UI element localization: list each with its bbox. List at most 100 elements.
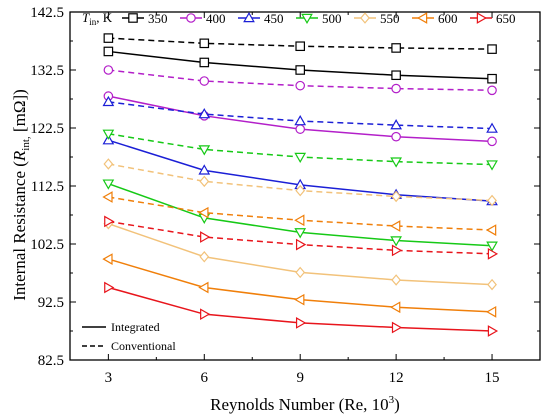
- style-legend-label: Integrated: [111, 320, 160, 334]
- y-tick-label: 122.5: [30, 121, 64, 137]
- series-600-conventional-point: [486, 224, 497, 236]
- y-axis-title-pre: Internal Resistance (: [10, 161, 29, 301]
- series-400-conventional-point: [199, 76, 210, 86]
- series-650-conventional-point: [200, 231, 211, 243]
- series-450-conventional-point: [486, 122, 498, 133]
- series-400-conventional-point: [295, 80, 306, 91]
- series-600-conventional-point: [390, 220, 401, 232]
- legend-item-600: 600: [412, 11, 458, 26]
- style-legend-item-0: Integrated: [82, 320, 160, 334]
- series-550-conventional-point: [295, 184, 306, 197]
- series-550-integrated-point: [295, 266, 306, 279]
- series-400-conventional-point: [391, 83, 401, 94]
- series-650-integrated-point: [104, 281, 115, 294]
- series-650: [104, 215, 499, 337]
- legend-marker: [301, 13, 313, 25]
- legend-label: 600: [438, 11, 458, 26]
- legend-label: 450: [264, 11, 284, 26]
- series-500-conventional-point: [294, 152, 307, 164]
- y-axis-title-sub: int,: [20, 136, 32, 151]
- legend-item-650: 650: [470, 11, 516, 26]
- legend-item-550: 550: [354, 11, 400, 26]
- series-550-integrated-point: [391, 274, 402, 286]
- legend-title-tail: , K: [96, 10, 113, 25]
- x-tick-label: 15: [485, 370, 500, 386]
- series-600-integrated-point: [102, 253, 113, 265]
- y-axis-title-r: R: [10, 150, 29, 162]
- series-550-conventional-point: [103, 158, 114, 170]
- series-500-integrated-point: [390, 236, 402, 247]
- series-350-conventional-point: [391, 43, 401, 53]
- legend-marker: [360, 12, 370, 24]
- series-450-conventional-point: [198, 108, 211, 119]
- style-legend-label: Conventional: [111, 339, 176, 353]
- series-650-conventional-point: [487, 247, 499, 260]
- x-axis-title: Reynolds Number (Re, 103): [210, 394, 400, 414]
- x-axis-title-sup: 3: [389, 394, 395, 406]
- series-550-conventional-point: [391, 190, 402, 203]
- series-350: [103, 33, 497, 84]
- legend-marker: [128, 13, 138, 23]
- style-legend-item-1: Conventional: [82, 339, 176, 353]
- series-500-integrated-point: [486, 241, 498, 252]
- series-650-integrated-point: [200, 308, 211, 321]
- series-650-conventional-point: [295, 238, 307, 251]
- legend-label: 500: [322, 11, 342, 26]
- series-550: [103, 158, 497, 291]
- series-400-integrated-point: [391, 131, 401, 142]
- x-tick-label: 6: [201, 370, 209, 386]
- series-500-conventional-point: [198, 145, 211, 156]
- series-600-integrated-point: [486, 305, 497, 318]
- series-600-conventional-point: [294, 214, 305, 227]
- series-500-conventional-point: [390, 157, 402, 168]
- series-650-integrated-point: [487, 325, 499, 337]
- series-600-conventional-line: [108, 196, 493, 231]
- y-tick-label: 92.5: [38, 295, 64, 311]
- legend-label: 350: [148, 11, 168, 26]
- series-500-conventional-point: [486, 160, 498, 171]
- axes-layer: 82.5 92.5 102.5 112.5 122.5 132.5 142.5 3 6 9 12 15: [30, 5, 541, 386]
- legend: 350 400 450 500 550 600 650 Integrated Conventio…: [82, 11, 516, 353]
- series-350-integrated-point: [199, 57, 210, 68]
- x-tick-label: 12: [389, 370, 404, 386]
- series-650-integrated-point: [295, 317, 307, 329]
- series-350-conventional-point: [103, 33, 114, 43]
- series-600-conventional-point: [102, 191, 113, 203]
- y-tick-label: 112.5: [31, 179, 64, 195]
- series-400-integrated-point: [487, 136, 497, 147]
- legend-marker: [186, 13, 196, 23]
- series-650-integrated-point: [391, 321, 403, 334]
- series-600-integrated-point: [390, 301, 401, 314]
- series-550-integrated-point: [199, 251, 210, 263]
- x-tick-label: 9: [296, 370, 304, 386]
- y-axis-title: Internal Resistance (Rint, [mΩ]): [10, 89, 32, 301]
- series-600-integrated-point: [294, 293, 305, 306]
- y-tick-label: 102.5: [30, 237, 64, 253]
- x-tick-label: 3: [105, 370, 113, 386]
- series-400-conventional-point: [487, 85, 497, 96]
- legend-item-400: 400: [180, 11, 226, 26]
- legend-marker: [476, 12, 488, 24]
- series-550-conventional-point: [199, 175, 210, 188]
- y-tick-label: 132.5: [30, 63, 64, 79]
- legend-marker: [416, 12, 428, 24]
- series-350-conventional-point: [295, 41, 306, 52]
- series-400: [103, 65, 497, 147]
- series-500-integrated-point: [102, 179, 115, 190]
- series-600-integrated-point: [198, 281, 209, 294]
- series-600: [102, 191, 497, 318]
- series-350-integrated-point: [103, 46, 114, 57]
- series-650-conventional-point: [391, 244, 403, 257]
- legend-label: 550: [380, 11, 400, 26]
- legend-title-t: T: [82, 10, 90, 25]
- series-layer: [102, 33, 499, 337]
- series-350-integrated-point: [487, 73, 497, 84]
- x-axis-title-main: Reynolds Number (Re, 10: [210, 395, 388, 414]
- x-axis-title-tail: ): [394, 395, 400, 414]
- legend-title-sub: in: [89, 17, 97, 27]
- series-450-conventional-point: [390, 119, 402, 130]
- series-500-conventional-point: [102, 129, 115, 140]
- legend-item-500: 500: [296, 11, 342, 26]
- legend-item-450: 450: [238, 11, 284, 26]
- y-tick-label: 142.5: [30, 5, 64, 21]
